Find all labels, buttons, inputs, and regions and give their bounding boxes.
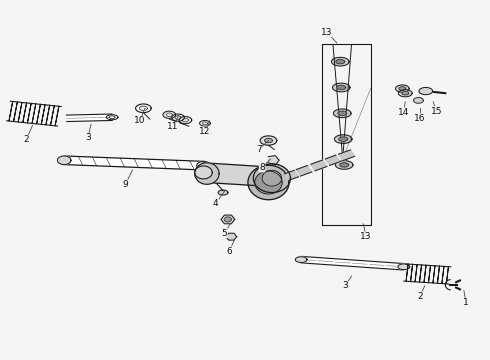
Polygon shape [253,164,291,193]
Polygon shape [269,156,279,165]
Polygon shape [262,170,282,186]
Polygon shape [334,109,351,118]
Polygon shape [340,163,348,167]
Text: 14: 14 [398,108,410,117]
Polygon shape [336,59,344,64]
Polygon shape [335,135,352,143]
Text: 10: 10 [134,116,146,125]
Text: 16: 16 [414,114,426,123]
Polygon shape [195,166,212,179]
Polygon shape [332,57,349,66]
Text: 3: 3 [343,281,348,290]
Text: 1: 1 [463,298,469,307]
Polygon shape [203,163,282,187]
Polygon shape [333,83,350,92]
Polygon shape [195,163,219,184]
Text: 13: 13 [321,28,333,37]
Polygon shape [218,190,228,195]
Polygon shape [419,87,433,95]
Polygon shape [398,264,410,270]
Polygon shape [311,160,327,171]
Text: 13: 13 [361,232,372,241]
Polygon shape [414,98,423,103]
Text: 11: 11 [167,122,178,131]
Polygon shape [179,117,192,124]
Text: 2: 2 [417,292,423,301]
Polygon shape [325,155,340,166]
Polygon shape [64,156,204,170]
Polygon shape [296,166,312,176]
Polygon shape [248,165,289,200]
Text: 3: 3 [85,133,91,142]
Polygon shape [337,85,345,90]
Polygon shape [199,121,210,126]
Polygon shape [395,85,409,92]
Polygon shape [67,114,112,122]
Text: 6: 6 [226,247,232,256]
Polygon shape [284,170,298,180]
Polygon shape [399,87,406,90]
Polygon shape [336,161,353,169]
Polygon shape [57,156,71,165]
Polygon shape [402,91,409,95]
Text: 5: 5 [221,229,227,238]
Polygon shape [163,111,175,118]
Polygon shape [172,114,184,121]
Text: 7: 7 [256,145,262,154]
Polygon shape [255,171,282,194]
Text: 9: 9 [122,180,128,189]
Polygon shape [339,150,355,161]
Polygon shape [398,90,412,97]
Polygon shape [196,161,210,170]
Text: 2: 2 [24,135,29,144]
Polygon shape [224,217,231,222]
Polygon shape [295,257,307,262]
Text: 8: 8 [259,163,265,172]
Polygon shape [226,233,237,240]
Polygon shape [338,111,346,116]
Text: 15: 15 [431,107,442,116]
Polygon shape [339,137,347,141]
Polygon shape [221,215,235,224]
Text: 4: 4 [213,199,219,208]
Polygon shape [260,136,277,145]
Polygon shape [265,138,272,143]
Text: 12: 12 [199,127,211,136]
Polygon shape [301,256,404,270]
Polygon shape [232,216,235,220]
